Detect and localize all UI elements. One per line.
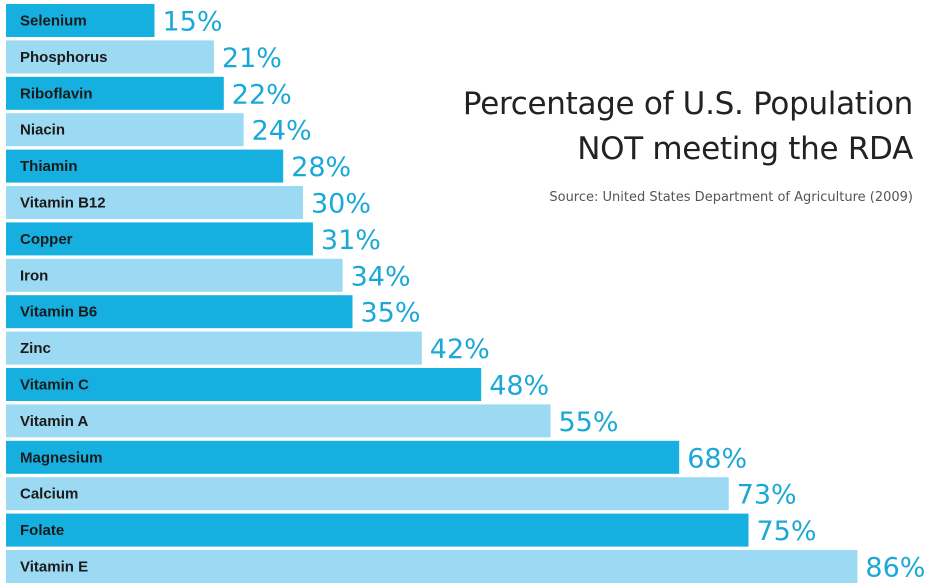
value-label: 68% xyxy=(687,443,747,474)
value-label: 75% xyxy=(757,516,817,547)
value-label: 21% xyxy=(222,43,282,74)
category-label: Iron xyxy=(20,267,48,284)
value-label: 35% xyxy=(361,298,421,329)
chart-title: Percentage of U.S. Population NOT meetin… xyxy=(463,82,913,172)
value-label: 31% xyxy=(321,225,381,256)
category-label: Zinc xyxy=(20,340,51,357)
category-label: Vitamin B12 xyxy=(20,195,106,212)
bar-magnesium xyxy=(6,440,680,474)
category-label: Thiamin xyxy=(20,158,78,175)
value-label: 34% xyxy=(351,261,411,292)
value-label: 48% xyxy=(489,371,549,402)
bar-copper xyxy=(6,222,313,256)
category-label: Calcium xyxy=(20,486,78,503)
value-label: 15% xyxy=(163,7,223,38)
bar-phosphorus xyxy=(6,40,214,74)
category-label: Vitamin C xyxy=(20,377,89,394)
value-label: 55% xyxy=(559,407,619,438)
value-label: 30% xyxy=(311,189,371,220)
value-label: 22% xyxy=(232,79,292,110)
bar-vitamin-a xyxy=(6,404,551,438)
category-label: Copper xyxy=(20,231,73,248)
bar-vitamin-e xyxy=(6,550,858,583)
bar-niacin xyxy=(6,113,244,147)
bar-vitamin-c xyxy=(6,368,482,401)
category-label: Selenium xyxy=(20,13,87,30)
category-label: Riboflavin xyxy=(20,85,93,102)
value-label: 73% xyxy=(737,480,797,511)
bar-iron xyxy=(6,258,343,292)
bar-zinc xyxy=(6,331,422,365)
chart-source: Source: United States Department of Agri… xyxy=(549,190,913,205)
category-label: Vitamin A xyxy=(20,413,89,430)
bar-selenium xyxy=(6,4,155,37)
value-label: 24% xyxy=(252,116,312,147)
category-label: Vitamin E xyxy=(20,559,88,576)
bar-vitamin-b12 xyxy=(6,186,303,219)
category-label: Niacin xyxy=(20,122,65,139)
bar-thiamin xyxy=(6,149,284,183)
bar-folate xyxy=(6,513,749,547)
category-label: Vitamin B6 xyxy=(20,304,97,321)
category-label: Magnesium xyxy=(20,449,103,466)
value-label: 28% xyxy=(291,152,351,183)
chart-title-line-1: Percentage of U.S. Population xyxy=(462,86,913,122)
value-label: 86% xyxy=(865,553,925,584)
bar-calcium xyxy=(6,477,729,511)
bar-vitamin-b6 xyxy=(6,295,353,329)
chart-title-line-2: NOT meeting the RDA xyxy=(577,131,913,167)
value-label: 42% xyxy=(430,334,490,365)
bar-riboflavin xyxy=(6,76,224,110)
category-label: Phosphorus xyxy=(20,49,108,66)
category-label: Folate xyxy=(20,522,64,539)
